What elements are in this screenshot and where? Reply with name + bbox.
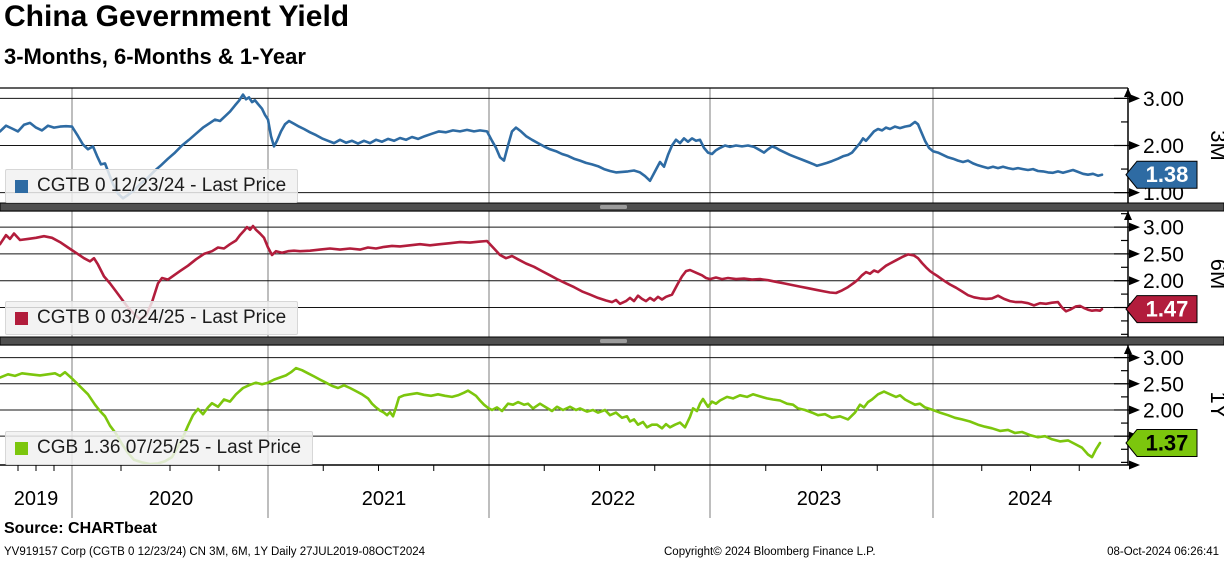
series-line-6m bbox=[0, 224, 1104, 321]
separator-handle[interactable] bbox=[600, 339, 627, 343]
last-price-value-3m: 1.38 bbox=[1146, 162, 1189, 187]
y-tick-label: 3.00 bbox=[1143, 88, 1184, 111]
x-axis-year-label: 2023 bbox=[797, 488, 842, 510]
axis-arrow-icon bbox=[1124, 211, 1132, 220]
last-price-value-6m: 1.47 bbox=[1146, 297, 1189, 322]
y-tick-label: 3.00 bbox=[1143, 217, 1184, 240]
y-tick-arrow-icon bbox=[1129, 141, 1140, 150]
y-tick-arrow-icon bbox=[1129, 188, 1140, 198]
x-axis-year-label: 2020 bbox=[149, 488, 194, 510]
legend-1y[interactable]: CGB 1.36 07/25/25 - Last Price bbox=[5, 431, 314, 465]
series-line-3m bbox=[0, 93, 1104, 200]
y-tick-arrow-icon bbox=[1129, 249, 1140, 259]
x-axis-year-label: 2019 bbox=[14, 488, 59, 510]
y-tick-label: 2.50 bbox=[1143, 373, 1184, 396]
series-line-1y bbox=[0, 366, 1102, 466]
panel-unit-label-1y: 1Y bbox=[1206, 392, 1224, 419]
x-axis-arrow-icon bbox=[1129, 460, 1140, 470]
footer-timestamp: 08-Oct-2024 06:26:41 bbox=[1107, 546, 1219, 558]
y-tick-label: 2.00 bbox=[1143, 399, 1184, 422]
axis-arrow-icon bbox=[1124, 345, 1132, 354]
y-tick-label: 3.00 bbox=[1143, 347, 1184, 370]
series-swatch-1y-icon bbox=[15, 441, 28, 455]
x-axis-year-label: 2024 bbox=[1008, 488, 1053, 510]
x-axis-year-label: 2022 bbox=[591, 488, 636, 510]
series-swatch-3m-icon bbox=[15, 179, 28, 193]
legend-label-6m: CGTB 0 03/24/25 - Last Price bbox=[37, 307, 287, 328]
y-tick-arrow-icon bbox=[1129, 379, 1140, 389]
y-tick-arrow-icon bbox=[1129, 405, 1140, 415]
last-price-tag-6m bbox=[1125, 295, 1198, 324]
y-tick-arrow-icon bbox=[1129, 93, 1140, 103]
legend-3m[interactable]: CGTB 0 12/23/24 - Last Price bbox=[5, 169, 299, 203]
footer-ticker-info: YV919157 Corp (CGTB 0 12/23/24) CN 3M, 6… bbox=[4, 546, 426, 558]
footer-copyright: Copyright© 2024 Bloomberg Finance L.P. bbox=[664, 546, 876, 558]
y-tick-arrow-icon bbox=[1129, 276, 1140, 286]
separator-handle[interactable] bbox=[600, 205, 627, 209]
x-axis-year-label: 2021 bbox=[362, 488, 407, 510]
last-price-tag-3m bbox=[1125, 160, 1198, 189]
legend-label-3m: CGTB 0 12/23/24 - Last Price bbox=[37, 175, 287, 196]
panel-unit-label-3m: 3M bbox=[1206, 130, 1224, 161]
page-title: China Gevernment Yield bbox=[4, 0, 350, 33]
panel-unit-label-6m: 6M bbox=[1206, 259, 1224, 290]
source-line: Source: CHARTbeat bbox=[4, 520, 157, 537]
legend-label-1y: CGB 1.36 07/25/25 - Last Price bbox=[37, 437, 302, 458]
y-tick-arrow-icon bbox=[1129, 353, 1140, 363]
last-price-tag-1y bbox=[1125, 428, 1198, 457]
series-swatch-6m-icon bbox=[15, 311, 28, 325]
legend-6m[interactable]: CGTB 0 03/24/25 - Last Price bbox=[5, 301, 299, 335]
last-price-value-1y: 1.37 bbox=[1146, 430, 1189, 455]
page-subtitle: 3-Months, 6-Months & 1-Year bbox=[4, 44, 306, 69]
y-tick-label: 2.50 bbox=[1143, 243, 1184, 266]
y-tick-arrow-icon bbox=[1129, 222, 1140, 232]
y-tick-label: 2.00 bbox=[1143, 135, 1184, 158]
y-tick-label: 2.00 bbox=[1143, 270, 1184, 293]
